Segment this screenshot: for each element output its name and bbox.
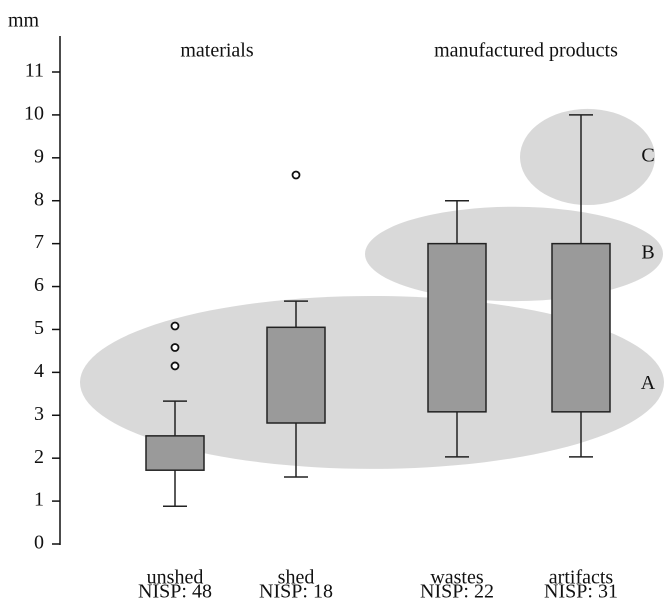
y-tick-label: 8 (34, 188, 44, 210)
y-tick-label: 9 (34, 145, 44, 167)
y-axis-label: mm (8, 10, 40, 32)
zone-label: B (641, 242, 654, 264)
x-tick-label: unshed (147, 567, 204, 589)
y-tick-label: 0 (34, 532, 44, 554)
y-tick-label: 2 (34, 446, 44, 468)
box (551, 242, 611, 413)
y-tick-label: 1 (34, 489, 44, 511)
y-tick-label: 6 (34, 274, 44, 296)
zone (520, 108, 655, 206)
group-label: materials (180, 40, 254, 62)
y-tick-label: 7 (34, 231, 44, 253)
zone-label: C (641, 145, 654, 167)
x-tick-sublabel: NISP: 48 (138, 581, 212, 603)
y-tick-label: 3 (34, 403, 44, 425)
x-tick-sublabel: NISP: 22 (420, 581, 494, 603)
zone-label: A (641, 372, 656, 394)
zone (80, 295, 664, 469)
x-tick-sublabel: NISP: 31 (544, 581, 618, 603)
outlier (170, 343, 180, 352)
x-tick-label: shed (278, 567, 315, 589)
box (145, 435, 205, 471)
y-tick-label: 10 (24, 103, 44, 125)
outlier (291, 170, 301, 180)
y-tick-label: 4 (34, 360, 44, 382)
outlier (170, 321, 180, 331)
y-tick-label: 11 (25, 60, 44, 82)
x-tick-label: wastes (430, 567, 484, 589)
group-label: manufactured products (434, 40, 618, 62)
y-tick-label: 5 (34, 317, 44, 339)
x-tick-label: artifacts (549, 567, 614, 589)
outlier (170, 361, 180, 371)
x-tick-sublabel: NISP: 18 (259, 581, 333, 603)
box (427, 242, 487, 413)
box (266, 326, 326, 424)
zone (365, 206, 663, 302)
